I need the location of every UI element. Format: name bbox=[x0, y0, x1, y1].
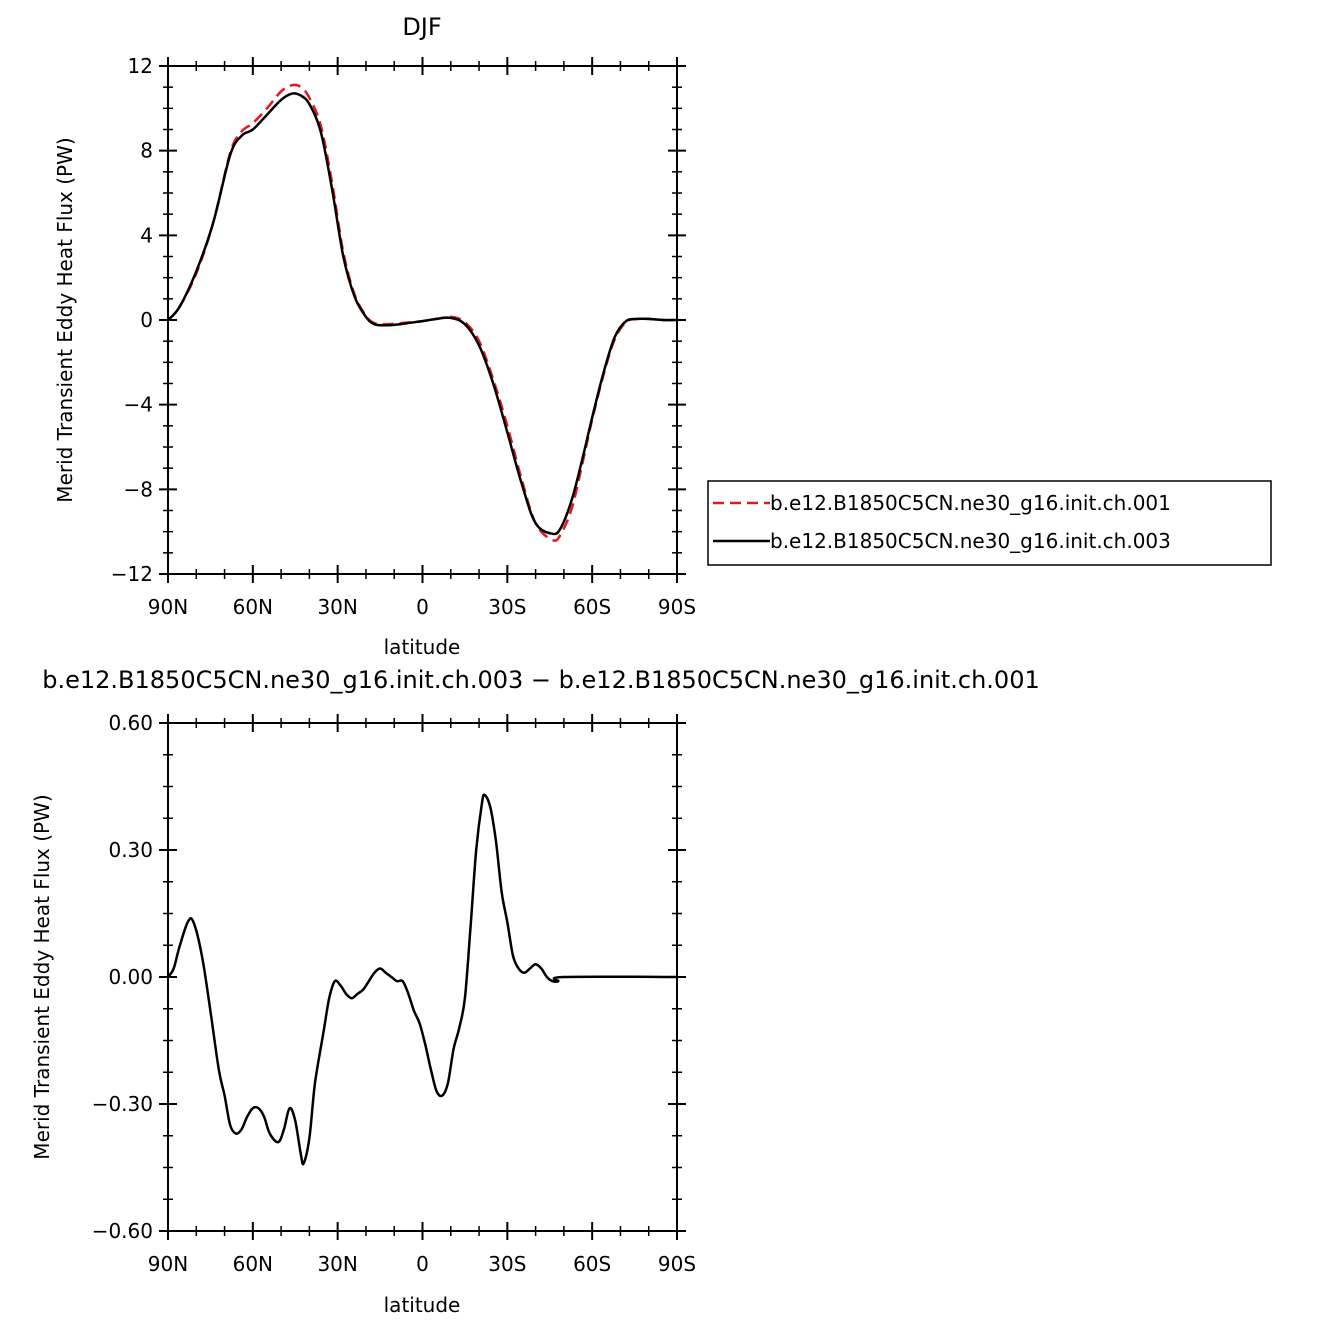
y-tick-label: 0.00 bbox=[108, 965, 153, 989]
x-tick-label: 90S bbox=[658, 595, 696, 619]
x-tick-label: 30N bbox=[317, 1252, 357, 1276]
legend-box bbox=[707, 480, 1272, 566]
y-tick-label: −8 bbox=[124, 477, 153, 501]
legend-label-003: b.e12.B1850C5CN.ne30_g16.init.ch.003 bbox=[770, 529, 1171, 553]
bottom-panel-frame bbox=[167, 722, 678, 1232]
bottom-panel-title: b.e12.B1850C5CN.ne30_g16.init.ch.003 − b… bbox=[42, 666, 1039, 694]
y-tick-label: 8 bbox=[140, 139, 153, 163]
bottom-panel-xlabel: latitude bbox=[384, 1293, 461, 1317]
top-panel: DJF 90N 60N 30N 0 30S 60S 90S 12 8 4 0 −4 −8 −12 lati… bbox=[53, 13, 1272, 659]
legend-label-001: b.e12.B1850C5CN.ne30_g16.init.ch.001 bbox=[770, 491, 1171, 515]
top-panel-series bbox=[167, 83, 678, 542]
y-tick-label: −12 bbox=[111, 562, 153, 586]
x-tick-label: 90N bbox=[148, 1252, 188, 1276]
series-line-1 bbox=[167, 92, 678, 536]
y-tick-label: 4 bbox=[140, 223, 153, 247]
x-tick-label: 30S bbox=[488, 595, 526, 619]
top-panel-frame bbox=[167, 65, 678, 575]
y-tick-label: 0.60 bbox=[108, 711, 153, 735]
y-tick-label: 0.30 bbox=[108, 838, 153, 862]
y-tick-label: 12 bbox=[128, 54, 153, 78]
top-panel-legend: b.e12.B1850C5CN.ne30_g16.init.ch.001 b.e… bbox=[707, 480, 1272, 566]
y-tick-label: 0 bbox=[140, 308, 153, 332]
y-tick-label: −4 bbox=[124, 393, 153, 417]
series-line-0 bbox=[167, 83, 678, 542]
x-tick-label: 0 bbox=[416, 595, 429, 619]
x-tick-label: 60N bbox=[233, 595, 273, 619]
bottom-panel-ticks: 90N 60N 30N 0 30S 60S 90S 0.60 0.30 0.00 −0.30 −0.6… bbox=[92, 711, 696, 1276]
bottom-panel-ylabel: Merid Transient Eddy Heat Flux (PW) bbox=[30, 794, 54, 1159]
top-panel-title: DJF bbox=[402, 13, 441, 41]
x-tick-label: 30N bbox=[317, 595, 357, 619]
x-tick-label: 30S bbox=[488, 1252, 526, 1276]
top-panel-ticks: 90N 60N 30N 0 30S 60S 90S 12 8 4 0 −4 −8 −12 bbox=[111, 54, 696, 619]
top-panel-xlabel: latitude bbox=[384, 635, 461, 659]
x-tick-label: 60S bbox=[573, 595, 611, 619]
bottom-panel: b.e12.B1850C5CN.ne30_g16.init.ch.003 − b… bbox=[30, 666, 1040, 1317]
x-tick-label: 0 bbox=[416, 1252, 429, 1276]
y-tick-label: −0.60 bbox=[92, 1219, 153, 1243]
y-tick-label: −0.30 bbox=[92, 1092, 153, 1116]
x-tick-label: 60S bbox=[573, 1252, 611, 1276]
bottom-panel-series bbox=[166, 793, 678, 1166]
x-tick-label: 90S bbox=[658, 1252, 696, 1276]
series-line-0 bbox=[166, 793, 678, 1166]
top-panel-ylabel: Merid Transient Eddy Heat Flux (PW) bbox=[53, 137, 77, 502]
x-tick-label: 90N bbox=[148, 595, 188, 619]
x-tick-label: 60N bbox=[233, 1252, 273, 1276]
